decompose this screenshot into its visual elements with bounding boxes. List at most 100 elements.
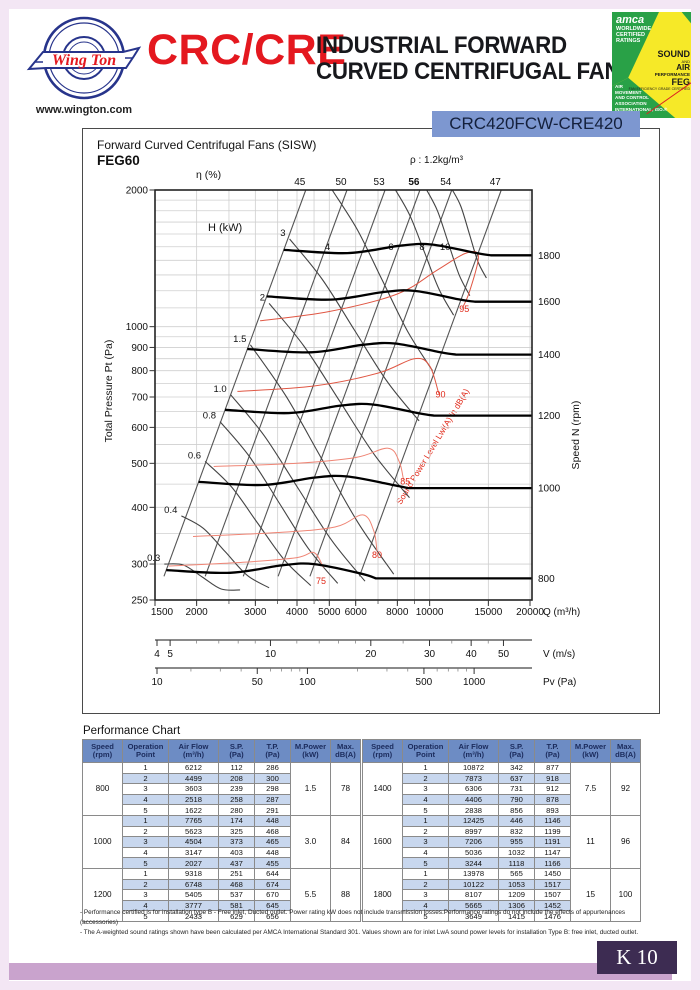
air-flow-cell: 2027 [168,857,219,869]
static-pressure-cell: 832 [498,825,535,838]
operation-point-cell: 4 [122,846,169,859]
amca-air: AIR [676,63,690,72]
static-pressure-cell: 1118 [498,857,535,869]
operation-point-cell: 3 [402,783,449,795]
static-pressure-cell: 1209 [498,889,535,901]
column-header-mpower: M.Power (kW) [290,739,331,763]
table-row: 5 3649 1415 1476 [363,910,641,922]
static-pressure-cell: 258 [218,793,255,806]
operation-point-cell: 5 [402,804,449,816]
performance-chart-title: Performance Chart [83,725,181,737]
total-pressure-cell: 1476 [534,910,571,922]
air-flow-cell: 12425 [448,814,499,827]
speed-cell: 1400 [362,762,403,816]
total-pressure-cell: 291 [254,804,291,816]
air-flow-cell: 5623 [168,825,219,838]
operation-point-cell: 5 [402,857,449,869]
column-header-operation: Operation Point [122,739,169,763]
static-pressure-cell: 856 [498,804,535,816]
operation-point-cell: 3 [122,889,169,901]
table-row: 4 3777 581 645 [83,899,361,912]
total-pressure-cell: 912 [534,783,571,795]
table-row: 2 5623 325 468 [83,825,361,838]
operation-point-cell: 1 [122,762,169,774]
chart-panel [82,128,660,714]
total-pressure-cell: 656 [254,910,291,922]
operation-point-cell: 5 [122,804,169,816]
amca-performance: PERFORMANCE [654,72,690,77]
performance-table-low-speed: Speed (rpm) Operation Point Air Flow (m³/h) S.… [82,739,361,922]
max-db-cell: 92 [610,762,641,816]
total-pressure-cell: 465 [254,836,291,848]
footnote-1: - Performance certified is for installat… [80,909,626,926]
amca-sound: SOUND [657,49,690,59]
table-row: 3 7206 955 1191 [363,836,641,848]
air-flow-cell: 3244 [448,857,499,869]
operation-point-cell: 2 [122,825,169,838]
air-flow-cell: 3603 [168,783,219,795]
total-pressure-cell: 448 [254,846,291,859]
total-pressure-cell: 1146 [534,814,571,827]
operation-point-cell: 3 [122,783,169,795]
speed-axis-title: Speed N (rpm) [570,400,582,470]
operation-point-cell: 1 [122,867,169,880]
motor-power-cell: 3.0 [290,814,331,869]
air-flow-cell: 10122 [448,878,499,891]
amca-feg: FEG [671,77,690,87]
speed-cell: 800 [82,762,123,816]
total-pressure-cell: 448 [254,814,291,827]
static-pressure-cell: 637 [498,772,535,785]
table-row: 1600 1 12425 446 1146 11 96 [362,814,641,869]
table-row: 1800 1 13978 565 1450 15 100 [362,867,641,922]
total-pressure-cell: 286 [254,762,291,774]
static-pressure-cell: 239 [218,783,255,795]
static-pressure-cell: 1053 [498,878,535,891]
static-pressure-cell: 251 [218,867,255,880]
max-db-cell: 100 [610,867,641,922]
total-pressure-cell: 893 [534,804,571,816]
operation-point-cell: 3 [122,836,169,848]
operation-point-cell: 4 [402,846,449,859]
static-pressure-cell: 342 [498,762,535,774]
air-flow-cell: 2838 [448,804,499,816]
page-number-badge: K 10 [597,941,677,974]
motor-power-cell: 11 [570,814,611,869]
table-row: 3 4504 373 465 [83,836,361,848]
power-axis-title: H (kW) [208,222,243,234]
operation-point-cell: 3 [402,889,449,901]
amca-ratings-text: WORLDWIDE CERTIFIED RATINGS [616,26,652,44]
column-header-operation: Operation Point [402,739,449,763]
column-header-tp: T.P. (Pa) [534,739,571,763]
static-pressure-cell: 1032 [498,846,535,859]
air-flow-cell: 4406 [448,793,499,806]
static-pressure-cell: 731 [498,783,535,795]
amca-feg-sub: FAN EFFICIENCY GRADE CERTIFIED [628,87,690,91]
total-pressure-cell: 1191 [534,836,571,848]
air-flow-cell: 3147 [168,846,219,859]
static-pressure-cell: 208 [218,772,255,785]
table-row: 1000 1 7765 174 448 3.0 84 [82,814,361,869]
operation-point-cell: 2 [402,825,449,838]
total-pressure-cell: 878 [534,793,571,806]
table-row: 2 6748 468 674 [83,878,361,891]
footer-strip [9,963,672,980]
air-flow-cell: 8997 [448,825,499,838]
air-flow-cell: 10872 [448,762,499,774]
air-flow-cell: 4504 [168,836,219,848]
efficiency-axis-title: η (%) [196,169,222,181]
air-flow-cell: 7765 [168,814,219,827]
logo-text: Wing Ton [52,52,116,69]
column-header-mpower: M.Power (kW) [570,739,611,763]
air-flow-cell: 8107 [448,889,499,901]
column-header-sp: S.P. (Pa) [498,739,535,763]
operation-point-cell: 3 [402,836,449,848]
performance-table-high-speed: Speed (rpm) Operation Point Air Flow (m³/h) S.… [362,739,641,922]
total-pressure-cell: 674 [254,878,291,891]
wington-logo: Wing Ton [26,12,142,124]
static-pressure-cell: 446 [498,814,535,827]
total-pressure-cell: 455 [254,857,291,869]
max-db-cell: 84 [330,814,361,869]
series-title: CRC/CRE [147,26,347,74]
operation-point-cell: 2 [122,878,169,891]
column-header-max: Max. dB(A) [610,739,641,763]
